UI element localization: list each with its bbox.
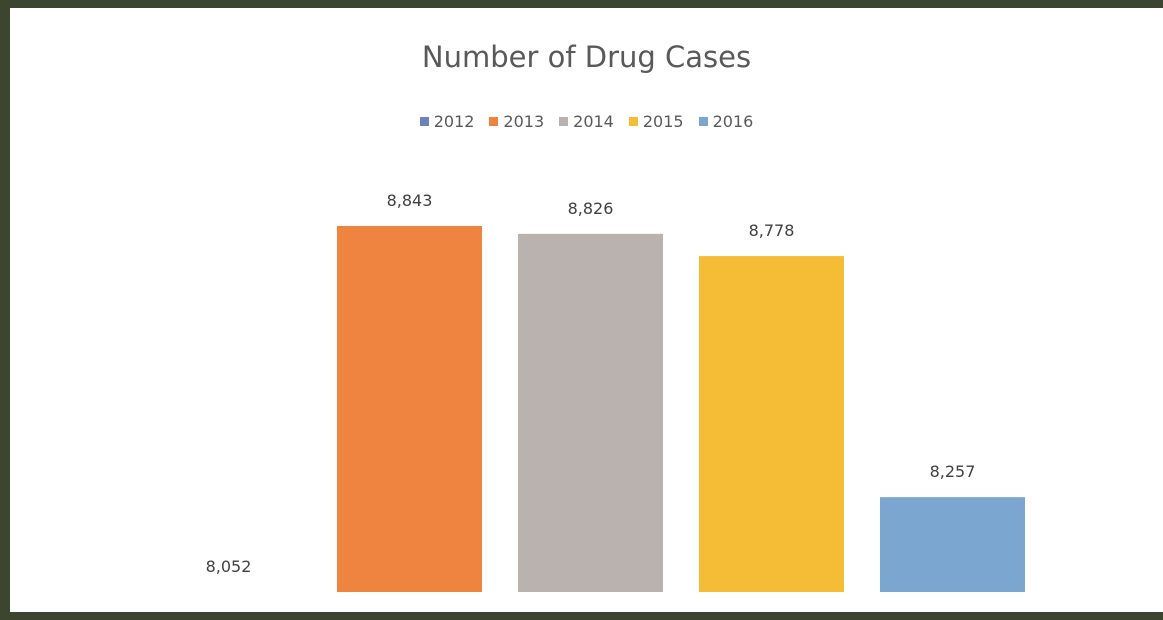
legend-label-2016: 2016 (712, 112, 754, 131)
data-label-2016: 8,257 (930, 462, 976, 481)
chart-title: Number of Drug Cases (421, 40, 752, 74)
bar-2015 (699, 256, 844, 592)
data-label-2013: 8,843 (387, 191, 433, 210)
legend-item-2015: 2015 (628, 112, 684, 131)
legend-item-2012: 2012 (419, 112, 475, 131)
legend-item-2016: 2016 (698, 112, 754, 131)
data-label-2012: 8,052 (206, 557, 252, 576)
bar-2016 (880, 497, 1025, 592)
legend-label-2013: 2013 (503, 112, 545, 131)
legend-swatch-2013 (489, 117, 499, 126)
legend-swatch-2015 (628, 117, 638, 126)
legend-swatch-2014 (559, 117, 569, 126)
legend-label-2012: 2012 (433, 112, 475, 131)
legend-label-2014: 2014 (573, 112, 614, 131)
legend-swatch-2016 (698, 117, 708, 126)
legend-item-2014: 2014 (559, 112, 614, 131)
legend-label-2015: 2015 (642, 112, 684, 131)
bar-2014 (518, 233, 663, 592)
legend-item-2013: 2013 (489, 112, 544, 131)
chart-legend: 2012 2013 2014 2015 2016 (10, 112, 1163, 131)
data-label-2014: 8,826 (568, 199, 614, 218)
data-label-2015: 8,778 (749, 221, 795, 240)
legend-swatch-2012 (419, 117, 429, 126)
bar-2013 (337, 226, 482, 592)
